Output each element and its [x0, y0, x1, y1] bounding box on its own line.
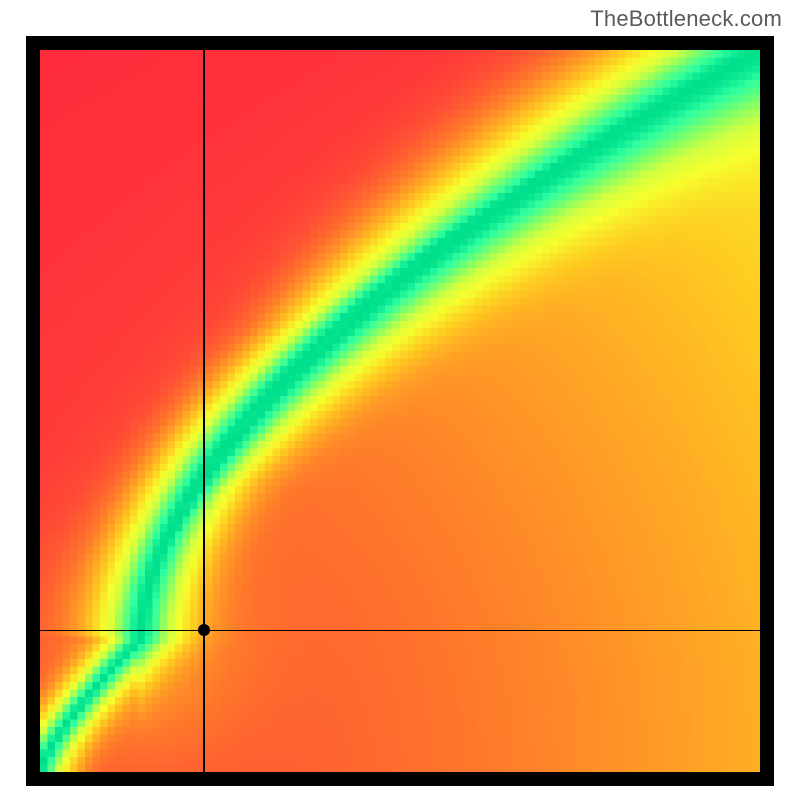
watermark-text: TheBottleneck.com	[590, 6, 782, 32]
crosshair-marker	[198, 624, 210, 636]
crosshair-vertical	[203, 50, 205, 772]
heatmap-canvas	[40, 50, 760, 772]
crosshair-horizontal	[40, 630, 760, 632]
root: TheBottleneck.com	[0, 0, 800, 800]
